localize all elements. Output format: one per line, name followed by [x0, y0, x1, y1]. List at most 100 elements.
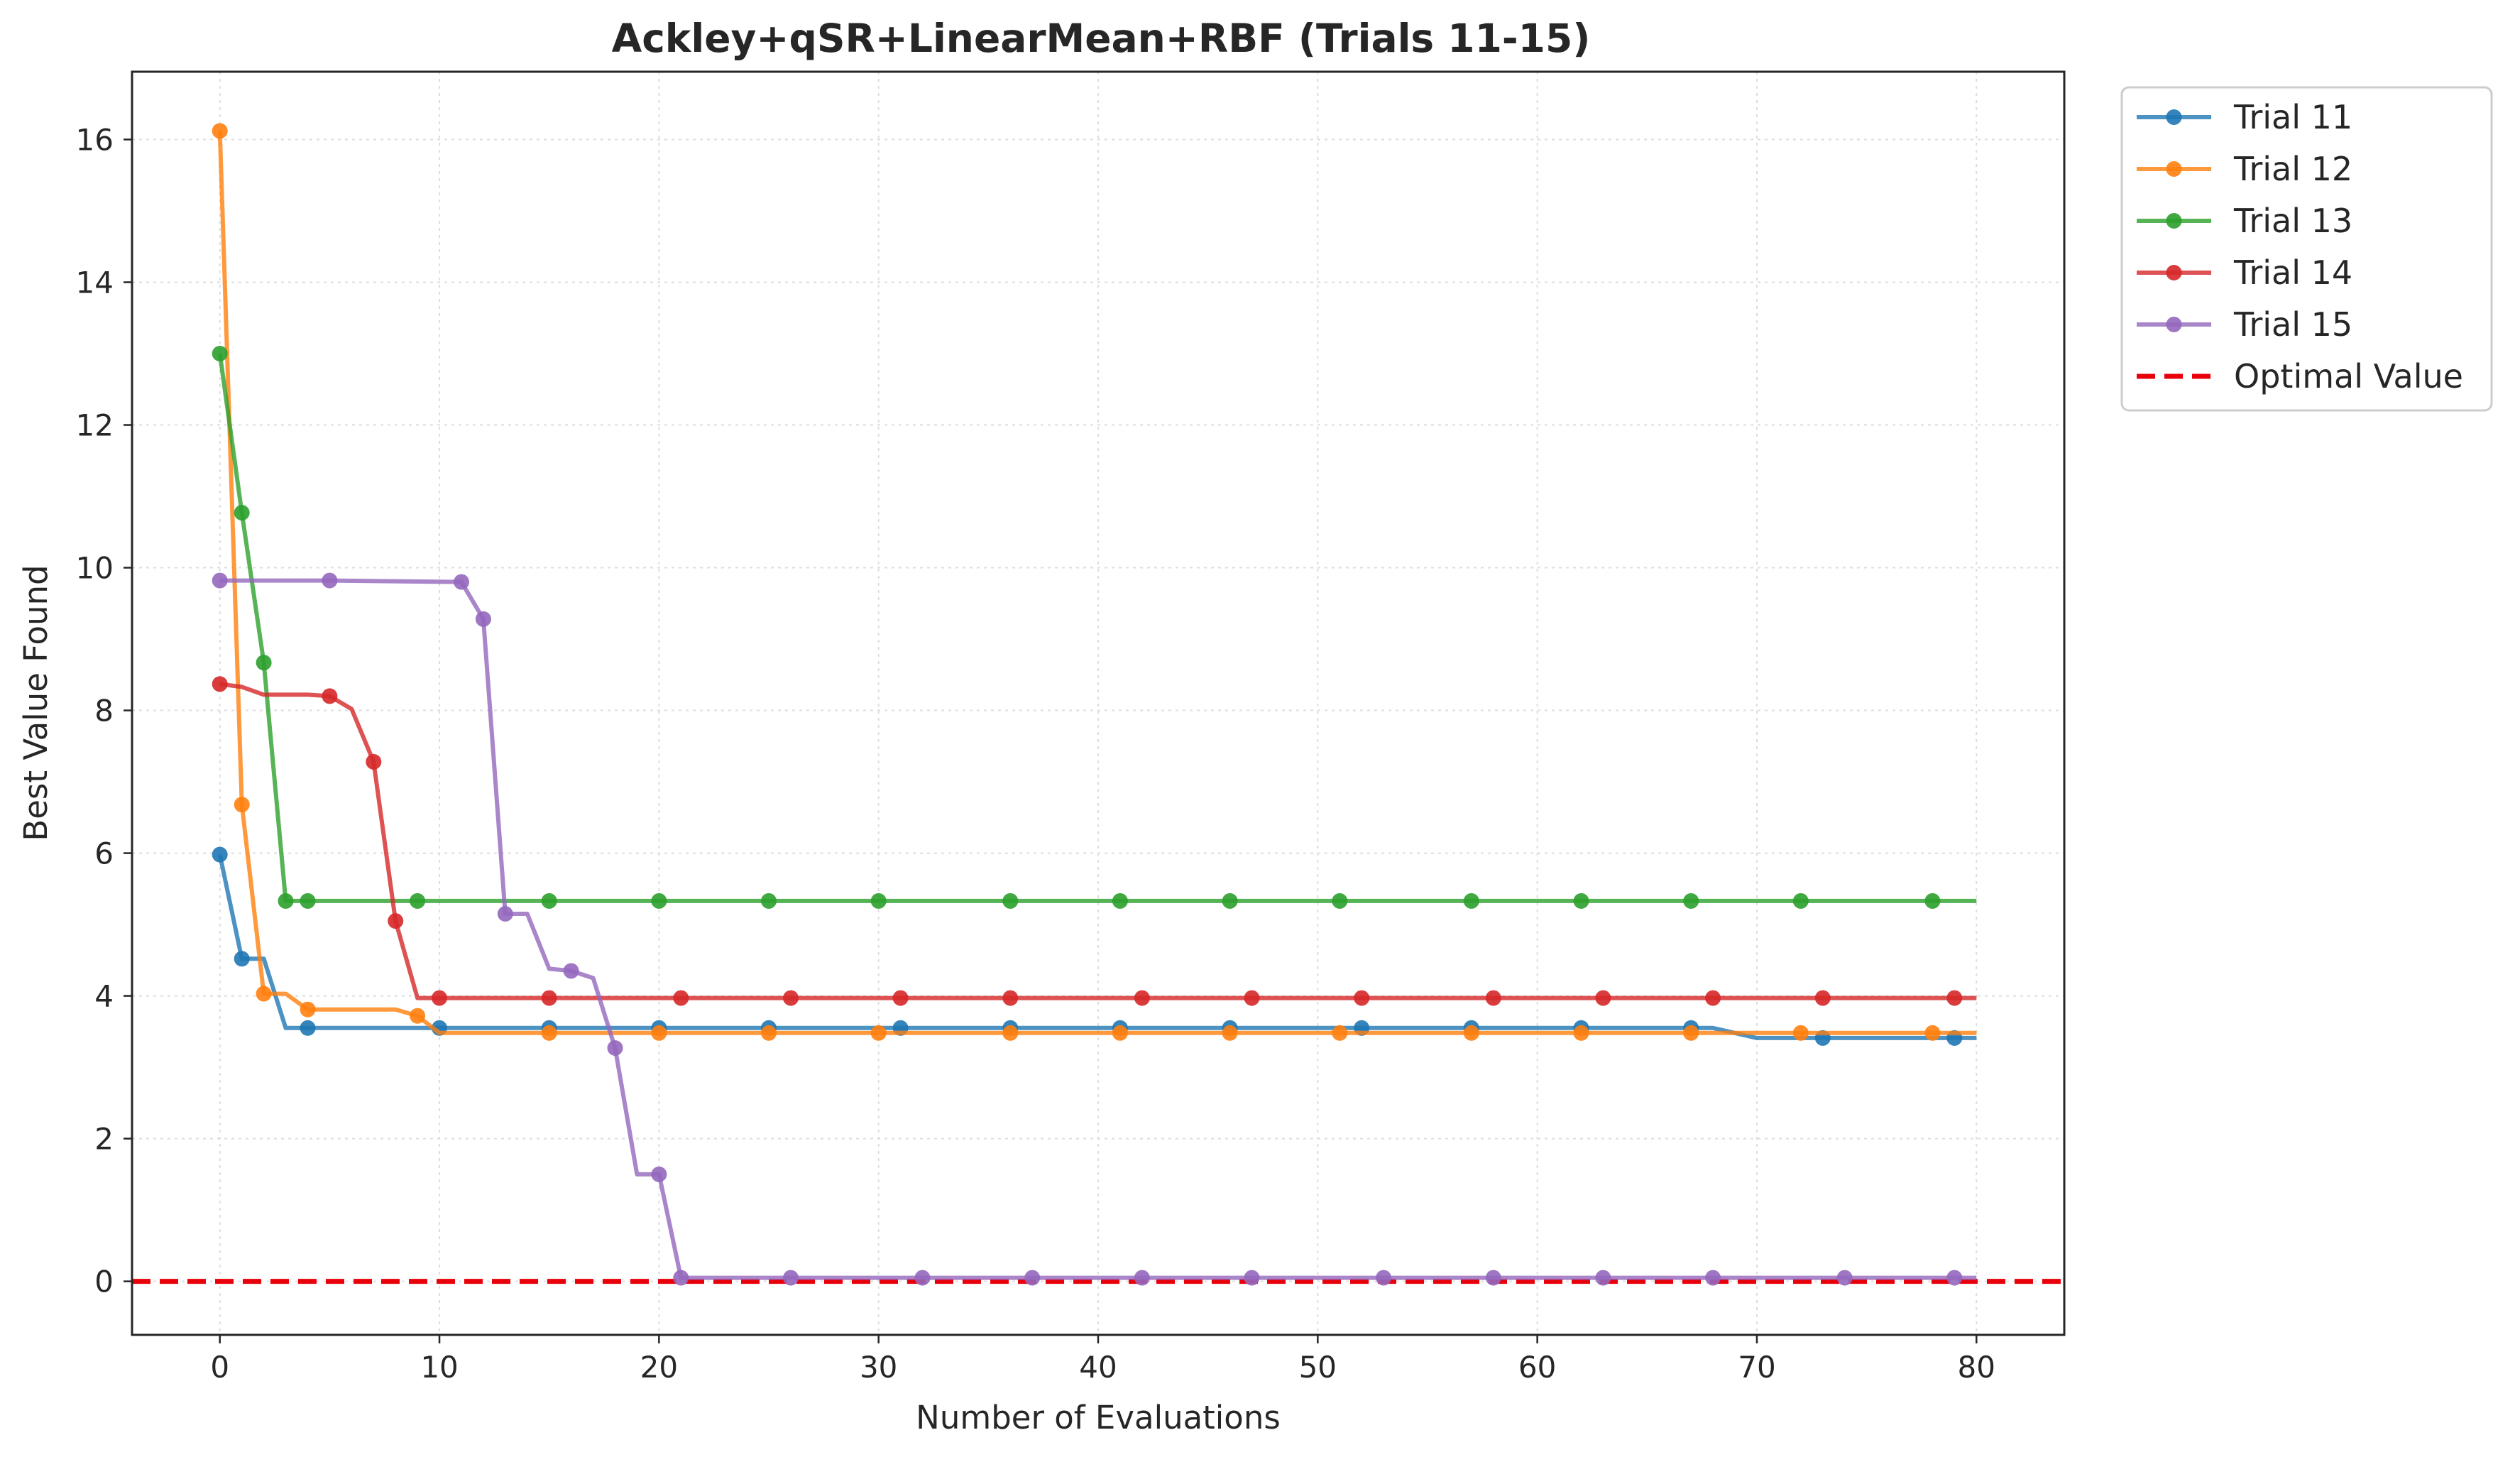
trial-14-point — [388, 913, 404, 929]
trial-15-point — [1024, 1270, 1041, 1286]
trial-15-point — [475, 611, 491, 627]
y-tick-label: 10 — [76, 551, 114, 586]
legend-label: Trial 12 — [2233, 150, 2352, 188]
y-tick-label: 6 — [94, 836, 114, 871]
trial-14-point — [1485, 990, 1501, 1006]
trial-13-point — [300, 893, 316, 909]
trial-13-point — [1112, 893, 1128, 909]
trial-13-point — [1683, 893, 1699, 909]
x-axis-label: Number of Evaluations — [916, 1399, 1281, 1436]
trial-13-point — [212, 346, 228, 361]
trial-12-point — [1002, 1025, 1019, 1041]
legend: Trial 11 Trial 12 Trial 13 Trial 14 Trial 15… — [2120, 86, 2493, 412]
legend-item-optimal-value: Optimal Value — [2137, 357, 2463, 395]
trial-15-point — [1595, 1270, 1611, 1286]
trial-14-point — [1595, 990, 1611, 1006]
trial-12-point — [212, 123, 228, 139]
trial-11-point — [212, 846, 228, 863]
trial-14-point — [673, 990, 689, 1006]
y-tick-label: 12 — [76, 408, 114, 443]
legend-marker — [2166, 109, 2182, 125]
trial-12-point — [1112, 1025, 1128, 1041]
trial-14-point — [1134, 990, 1150, 1006]
trial-15-point — [607, 1040, 623, 1056]
x-tick-label: 80 — [1958, 1350, 1995, 1385]
trial-12-point — [761, 1025, 777, 1041]
trial-13-point — [541, 893, 557, 909]
legend-box — [2120, 86, 2493, 412]
trial-13-point — [1222, 893, 1238, 909]
trial-13-point — [761, 893, 777, 909]
trial-13-point — [234, 505, 250, 521]
trial-14-point — [783, 990, 799, 1006]
trial-13-point — [1332, 893, 1348, 909]
trial-12-point — [1924, 1025, 1941, 1041]
trial-13-point — [410, 893, 426, 909]
y-tick-label: 14 — [76, 266, 114, 300]
legend-label: Optimal Value — [2234, 357, 2463, 395]
x-tick-label: 20 — [640, 1350, 678, 1385]
trial-12-point — [541, 1025, 557, 1041]
trial-13-point — [1573, 893, 1589, 909]
legend-item-trial-13: Trial 13 — [2137, 202, 2352, 240]
trial-14-point — [892, 990, 909, 1006]
legend-label: Trial 14 — [2233, 253, 2352, 292]
legend-label: Trial 15 — [2233, 305, 2352, 344]
trial-12-series — [212, 123, 1977, 1041]
trial-14-point — [366, 753, 382, 770]
trial-12-point — [651, 1025, 667, 1041]
trial-15-point — [783, 1270, 799, 1286]
trial-14-point — [1002, 990, 1019, 1006]
x-tick-label: 0 — [210, 1350, 229, 1385]
trial-15-point — [322, 572, 338, 589]
trial-15-point — [454, 574, 469, 590]
trial-14-series — [212, 676, 1977, 1006]
trial-15-point — [1485, 1270, 1501, 1286]
x-tick-label: 60 — [1518, 1350, 1556, 1385]
trial-12-point — [1573, 1025, 1589, 1041]
trial-15-point — [1376, 1270, 1392, 1286]
trial-14-point — [432, 990, 447, 1006]
legend-label: Trial 13 — [2233, 202, 2352, 240]
trial-13-point — [256, 655, 272, 671]
trial-15-point — [673, 1270, 689, 1286]
trial-14-point — [322, 688, 338, 704]
trial-15-series — [212, 572, 1977, 1286]
trial-12-point — [300, 1001, 316, 1017]
trial-15-point — [212, 572, 228, 589]
trial-13-point — [870, 893, 887, 909]
legend-marker — [2166, 213, 2182, 229]
trial-12-point — [1332, 1025, 1348, 1041]
x-tick-label: 70 — [1738, 1350, 1775, 1385]
trial-14-point — [541, 990, 557, 1006]
trial-15-point — [1946, 1270, 1963, 1286]
trial-14-point — [1244, 990, 1260, 1006]
trial-12-point — [1222, 1025, 1238, 1041]
trial-15-point — [914, 1270, 931, 1286]
trial-12-point — [1463, 1025, 1479, 1041]
trial-14-point — [1946, 990, 1963, 1006]
trial-15-point — [1134, 1270, 1150, 1286]
legend-item-trial-14: Trial 14 — [2137, 253, 2352, 292]
y-tick-label: 4 — [94, 979, 114, 1014]
axis-ticks: 0 10 20 30 40 50 60 70 80 0 2 4 6 8 10 12 14 16 — [76, 122, 1995, 1385]
chart-title: Ackley+qSR+LinearMean+RBF (Trials 11-15) — [612, 16, 1591, 61]
trial-12-point — [256, 986, 272, 1002]
trial-13-point — [1463, 893, 1479, 909]
trial-13-point — [1792, 893, 1809, 909]
legend-item-trial-15: Trial 15 — [2137, 305, 2352, 344]
trial-13-series — [212, 346, 1977, 909]
y-tick-label: 0 — [94, 1265, 114, 1299]
trial-14-point — [1814, 990, 1831, 1006]
legend-marker — [2166, 265, 2182, 280]
legend-item-trial-12: Trial 12 — [2137, 150, 2352, 188]
x-tick-label: 40 — [1079, 1350, 1117, 1385]
y-tick-label: 16 — [76, 122, 114, 157]
trial-12-point — [410, 1008, 426, 1024]
x-tick-label: 10 — [420, 1350, 458, 1385]
legend-marker — [2166, 317, 2182, 332]
trial-13-point — [278, 893, 294, 909]
trial-11-point — [300, 1020, 316, 1036]
trial-15-point — [1705, 1270, 1721, 1286]
